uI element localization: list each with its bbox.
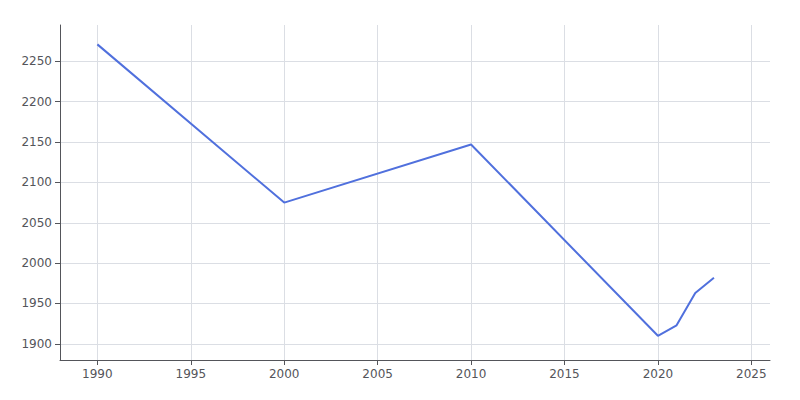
svg-text:2100: 2100 [21, 175, 52, 189]
svg-text:1990: 1990 [82, 367, 113, 381]
svg-text:2150: 2150 [21, 135, 52, 149]
svg-text:2020: 2020 [643, 367, 674, 381]
svg-text:2250: 2250 [21, 54, 52, 68]
svg-text:2010: 2010 [456, 367, 487, 381]
svg-text:2200: 2200 [21, 95, 52, 109]
svg-text:2005: 2005 [362, 367, 393, 381]
svg-text:2050: 2050 [21, 216, 52, 230]
svg-text:1900: 1900 [21, 337, 52, 351]
svg-text:2000: 2000 [269, 367, 300, 381]
svg-text:2015: 2015 [549, 367, 580, 381]
svg-text:2025: 2025 [736, 367, 767, 381]
svg-text:2000: 2000 [21, 256, 52, 270]
svg-text:1950: 1950 [21, 296, 52, 310]
svg-text:1995: 1995 [176, 367, 207, 381]
